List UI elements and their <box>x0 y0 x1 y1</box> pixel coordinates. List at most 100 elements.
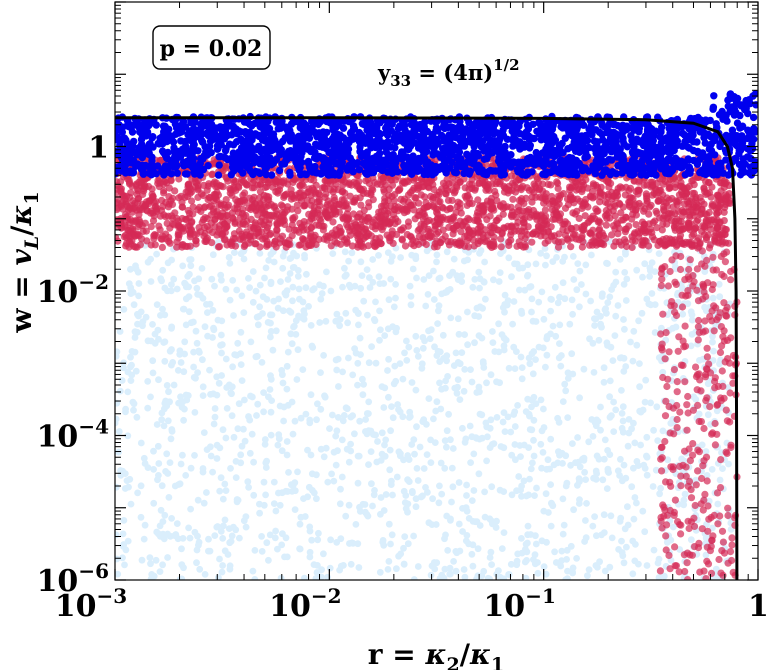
scatter-point-light <box>272 527 279 535</box>
scatter-point-light <box>604 465 612 473</box>
scatter-point-red <box>412 194 420 202</box>
scatter-point-light <box>307 322 315 329</box>
scatter-point-light <box>219 495 227 503</box>
scatter-point-light <box>200 429 208 436</box>
scatter-point-red <box>143 237 151 245</box>
scatter-point-red <box>648 228 656 237</box>
scatter-point-light <box>576 496 583 503</box>
scatter-point-light <box>244 478 252 486</box>
scatter-point-light <box>385 393 392 401</box>
scatter-point-light <box>389 491 396 499</box>
scatter-point-red <box>519 215 527 224</box>
scatter-point-light <box>234 425 242 433</box>
scatter-point-red <box>162 230 170 238</box>
scatter-point-light <box>339 283 346 291</box>
scatter-point-light <box>704 411 712 419</box>
scatter-point-light <box>186 534 194 542</box>
scatter-point-light <box>341 248 349 256</box>
scatter-point-light <box>242 523 250 531</box>
scatter-point-light <box>126 475 134 483</box>
scatter-point-light <box>295 285 303 293</box>
scatter-point-light <box>396 360 404 367</box>
scatter-point-red <box>632 211 641 219</box>
scatter-point-light <box>274 545 281 553</box>
scatter-point-light <box>525 491 532 499</box>
scatter-point-red <box>158 196 166 204</box>
scatter-point-light <box>132 367 140 375</box>
scatter-point-red <box>704 502 712 510</box>
scatter-point-red <box>703 353 712 361</box>
scatter-point-red <box>329 188 337 196</box>
scatter-point-light <box>219 426 227 434</box>
scatter-point-red <box>371 178 379 187</box>
scatter-point-light <box>214 316 222 324</box>
scatter-point-light <box>329 250 337 257</box>
scatter-point-light <box>209 468 217 476</box>
scatter-point-light <box>118 377 126 384</box>
scatter-point-light <box>144 258 152 266</box>
scatter-point-red <box>621 225 630 233</box>
scatter-point-light <box>600 455 608 463</box>
scatter-point-red <box>443 175 451 183</box>
scatter-point-red <box>327 242 335 250</box>
scatter-point-light <box>459 505 466 512</box>
scatter-point-red <box>375 208 383 216</box>
scatter-point-red <box>492 217 500 225</box>
scatter-point-red <box>310 176 318 184</box>
scatter-point-light <box>628 483 636 491</box>
scatter-point-red <box>703 543 711 551</box>
scatter-point-red <box>653 224 661 232</box>
scatter-point-light <box>197 291 204 299</box>
scatter-point-red <box>697 387 705 395</box>
scatter-point-red <box>658 226 666 234</box>
scatter-point-red <box>692 363 700 371</box>
scatter-point-red <box>476 222 484 231</box>
scatter-point-light <box>709 333 716 340</box>
scatter-point-light <box>365 398 373 406</box>
scatter-point-light <box>534 569 542 577</box>
scatter-point-red <box>682 472 690 480</box>
scatter-point-light <box>407 293 415 300</box>
scatter-point-light <box>599 290 606 298</box>
scatter-point-light <box>179 535 187 542</box>
scatter-point-light <box>221 480 229 488</box>
scatter-point-light <box>181 405 188 413</box>
scatter-point-red <box>165 184 173 192</box>
scatter-point-light <box>292 317 300 325</box>
scatter-point-light <box>619 403 627 411</box>
scatter-point-light <box>414 477 422 484</box>
scatter-point-light <box>191 277 198 285</box>
scatter-point-light <box>238 442 246 450</box>
scatter-point-light <box>427 326 435 334</box>
scatter-point-light <box>592 315 600 323</box>
scatter-point-light <box>608 412 615 419</box>
scatter-point-light <box>637 441 644 449</box>
scatter-point-light <box>376 307 383 315</box>
scatter-point-light <box>187 262 195 270</box>
scatter-point-light <box>206 300 214 308</box>
scatter-point-red <box>474 196 482 204</box>
scatter-point-light <box>547 522 555 530</box>
scatter-point-light <box>527 465 535 473</box>
scatter-point-light <box>378 450 386 458</box>
scatter-point-red <box>634 186 642 194</box>
scatter-point-red <box>509 179 517 187</box>
scatter-point-light <box>357 258 365 266</box>
scatter-point-light <box>387 481 395 488</box>
scatter-point-red <box>475 179 484 187</box>
scatter-point-light <box>179 262 187 270</box>
scatter-point-red <box>169 194 177 202</box>
scatter-point-light <box>217 271 225 279</box>
scatter-point-light <box>530 393 538 401</box>
scatter-point-light <box>471 276 479 283</box>
scatter-point-light <box>537 396 545 404</box>
scatter-point-red <box>554 243 563 251</box>
scatter-point-light <box>127 363 134 371</box>
scatter-point-light <box>623 543 630 551</box>
scatter-point-light <box>509 320 516 328</box>
scatter-point-red <box>681 322 689 330</box>
scatter-point-red <box>361 226 369 234</box>
scatter-point-light <box>618 549 626 556</box>
scatter-point-red <box>263 183 271 191</box>
scatter-point-light <box>392 294 399 302</box>
